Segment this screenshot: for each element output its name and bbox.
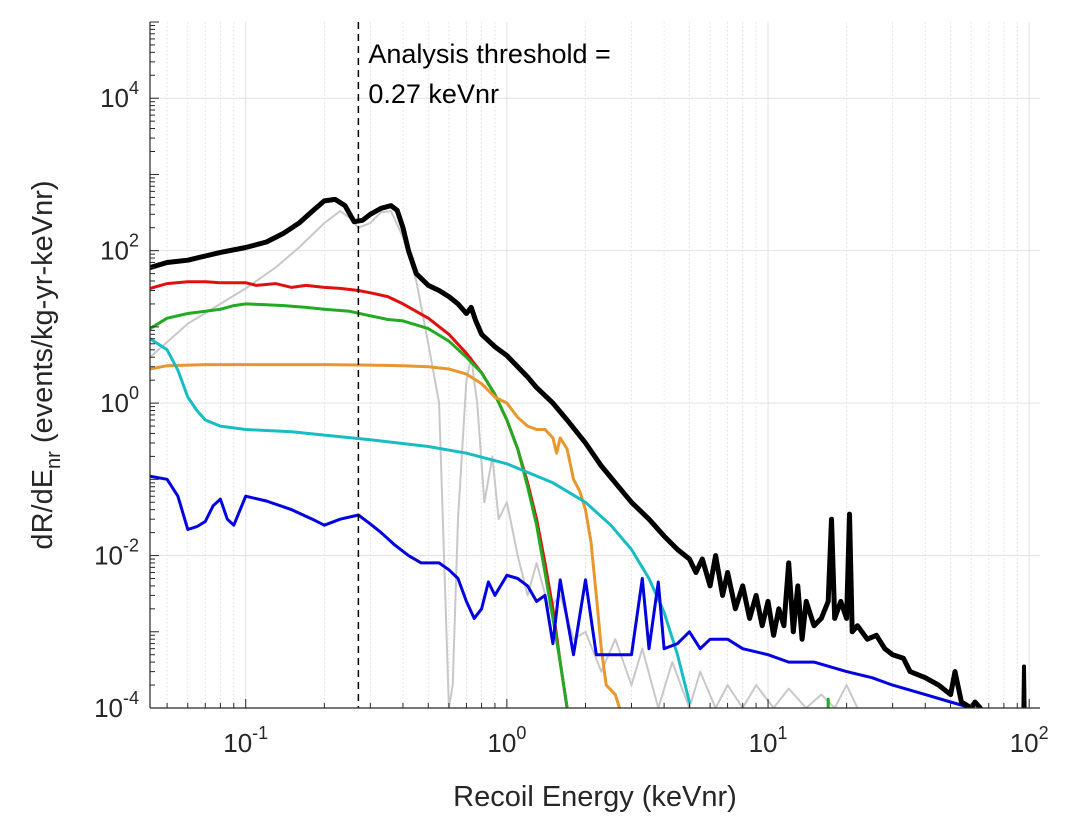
threshold-annotation-line2: 0.27 keVnr — [368, 79, 499, 109]
y-tick-base: 10 — [100, 388, 129, 418]
x-tick-exponent: -1 — [252, 723, 268, 743]
y-tick-base: 10 — [100, 83, 129, 113]
series-line-8 — [1021, 664, 1027, 708]
series-lines — [150, 196, 1027, 708]
y-tick-exponent: -2 — [123, 536, 139, 556]
y-tick-label: 10-2 — [94, 536, 139, 571]
x-tick-labels: 10-1 100 101 102 — [223, 723, 1048, 758]
y-axis-title-subscript: nr — [43, 451, 65, 469]
y-tick-label: 10-4 — [94, 688, 139, 723]
x-tick-base: 10 — [487, 728, 516, 758]
y-tick-label: 102 — [100, 231, 139, 266]
y-tick-base: 10 — [94, 693, 123, 723]
y-axis-title-units: (events/kg-yr-keVnr) — [27, 180, 59, 451]
threshold-marker: Analysis threshold = 0.27 keVnr — [357, 22, 611, 708]
x-axis-title: Recoil Energy (keVnr) — [453, 781, 737, 813]
y-axis-title: dR/dEnr (events/kg-yr-keVnr) — [27, 180, 65, 549]
x-tick-exponent: 1 — [777, 723, 787, 743]
x-tick-exponent: 2 — [1039, 723, 1049, 743]
x-tick-base: 10 — [223, 728, 252, 758]
x-tick-label: 100 — [487, 723, 526, 758]
series-line-1 — [150, 210, 859, 708]
series-line-7 — [150, 196, 983, 708]
x-tick-exponent: 0 — [516, 723, 526, 743]
threshold-annotation-line1: Analysis threshold = — [368, 39, 610, 69]
y-tick-base: 10 — [100, 236, 129, 266]
series-line-6 — [150, 474, 973, 708]
x-tick-label: 102 — [1010, 723, 1049, 758]
series-line-5 — [150, 337, 691, 704]
y-axis-title-main: dR/dE — [27, 469, 59, 550]
series-line-3 — [150, 302, 569, 708]
y-tick-exponent: 4 — [129, 78, 139, 98]
y-tick-exponent: 2 — [129, 231, 139, 251]
series-line-4 — [150, 363, 621, 708]
axes — [149, 21, 1040, 709]
y-tick-label: 100 — [100, 383, 139, 418]
x-tick-label: 101 — [749, 723, 788, 758]
y-tick-exponent: 0 — [129, 383, 139, 403]
y-tick-base: 10 — [94, 541, 123, 571]
x-tick-label: 10-1 — [223, 723, 268, 758]
y-tick-label: 104 — [100, 78, 139, 113]
x-tick-base: 10 — [1010, 728, 1039, 758]
y-tick-exponent: -4 — [123, 688, 139, 708]
x-tick-base: 10 — [749, 728, 778, 758]
